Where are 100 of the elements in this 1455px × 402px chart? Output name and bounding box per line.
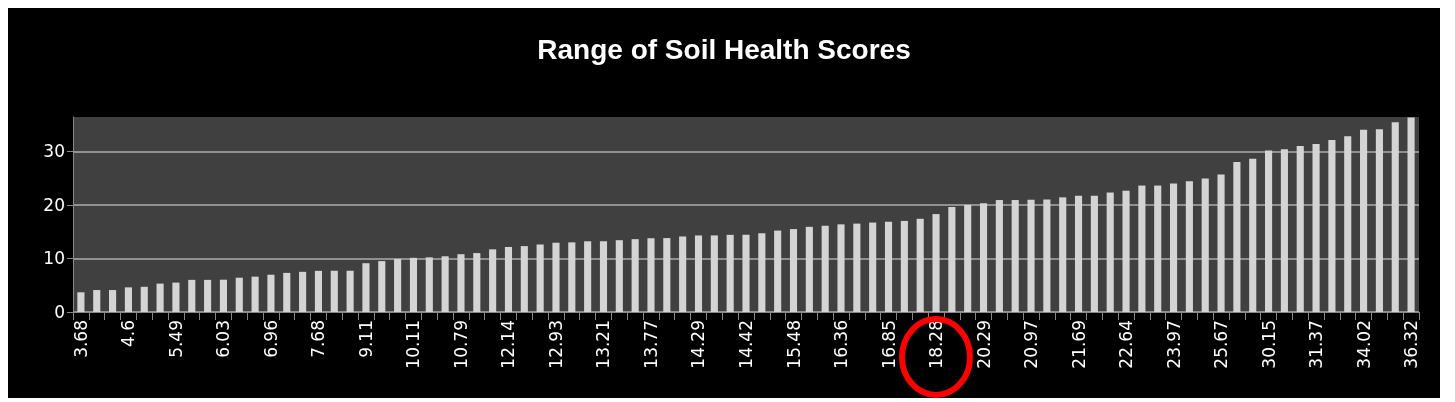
bar (884, 221, 893, 312)
bar (1328, 140, 1336, 312)
x-tick-label: 5.49 (165, 320, 186, 358)
bar (900, 220, 908, 312)
x-tick-label: 31.37 (1306, 320, 1327, 369)
x-tick-label: 23.97 (1163, 320, 1184, 369)
bar (267, 274, 275, 312)
x-tick-label: 13.21 (593, 320, 614, 369)
bar (1106, 192, 1114, 312)
bar (742, 234, 750, 312)
bar (1249, 158, 1257, 312)
x-tick-label: 12.93 (545, 320, 566, 369)
bar (568, 242, 576, 312)
x-tick-label: 4.6 (118, 320, 139, 348)
bar (156, 283, 164, 312)
bar (77, 292, 85, 312)
bar (599, 241, 608, 312)
bar (916, 218, 924, 312)
x-tick-label: 12.14 (498, 320, 519, 369)
bar (1090, 195, 1098, 312)
bar (647, 238, 655, 312)
x-tick-label: 10.11 (403, 320, 424, 369)
bar (774, 230, 782, 312)
bar (1027, 199, 1035, 312)
bar (710, 235, 718, 312)
bar (789, 229, 798, 312)
bar (1169, 183, 1178, 312)
x-tick-label: 34.02 (1353, 320, 1374, 369)
bar (948, 207, 956, 312)
bar (251, 276, 259, 312)
bar (869, 222, 877, 312)
bar (378, 261, 386, 312)
x-tick-label: 6.96 (260, 320, 281, 358)
bar (1059, 197, 1067, 312)
bar (520, 246, 528, 312)
bar (1375, 129, 1383, 312)
bar (140, 286, 148, 312)
bar (1296, 145, 1304, 312)
bar (1154, 185, 1162, 312)
x-tick-label: 7.68 (308, 320, 329, 358)
bar (204, 279, 212, 312)
bar (235, 277, 243, 312)
y-tick-label: 0 (54, 302, 65, 322)
bar (283, 272, 291, 312)
bar (314, 270, 323, 312)
chart-title: Range of Soil Health Scores (537, 33, 911, 65)
bar (299, 271, 307, 312)
bar (1312, 143, 1320, 312)
bar (758, 233, 766, 312)
bar (995, 200, 1003, 312)
bar (615, 240, 623, 312)
bar (694, 235, 703, 312)
bar (1233, 162, 1241, 312)
bar (1280, 149, 1288, 312)
x-tick-label: 18.28 (926, 320, 947, 369)
x-tick-label: 20.97 (1021, 320, 1042, 369)
bar (1122, 190, 1130, 312)
bar (663, 238, 671, 312)
bar (457, 254, 465, 312)
bar (362, 263, 370, 312)
x-tick-label: 30.15 (1258, 320, 1279, 369)
bar (504, 246, 513, 312)
bar (1360, 129, 1368, 312)
y-tick-label: 20 (43, 194, 65, 215)
bar (1185, 181, 1193, 312)
y-tick-label: 30 (43, 141, 65, 162)
bar (1074, 195, 1083, 312)
x-tick-label: 6.03 (213, 320, 234, 358)
bar (1011, 200, 1019, 312)
bar (1217, 174, 1225, 312)
bar (1265, 150, 1273, 312)
bar (1138, 185, 1146, 312)
x-tick-label: 3.68 (70, 320, 91, 358)
x-tick-label: 21.69 (1068, 320, 1089, 369)
x-tick-label: 9.11 (355, 320, 376, 358)
x-tick-label: 13.77 (640, 320, 661, 369)
x-tick-label: 25.67 (1211, 320, 1232, 369)
bar (473, 253, 481, 312)
bar (932, 214, 940, 312)
bar (330, 270, 338, 312)
x-tick-label: 15.48 (783, 320, 804, 369)
bar (1201, 178, 1209, 312)
bar (631, 239, 639, 312)
bar (853, 223, 861, 312)
bar (93, 290, 101, 312)
bar (837, 224, 845, 312)
bar (1344, 136, 1352, 312)
bar (821, 225, 829, 312)
bar (219, 279, 227, 312)
bar (425, 257, 433, 312)
bar (1043, 199, 1051, 312)
y-tick-label: 10 (43, 248, 65, 269)
bar (409, 257, 418, 312)
bar (805, 226, 813, 312)
bar (536, 244, 544, 312)
x-tick-label: 14.42 (736, 320, 756, 369)
x-tick-label: 36.32 (1401, 320, 1422, 369)
bar (109, 290, 117, 312)
bar (1407, 117, 1415, 312)
bar (964, 204, 972, 312)
